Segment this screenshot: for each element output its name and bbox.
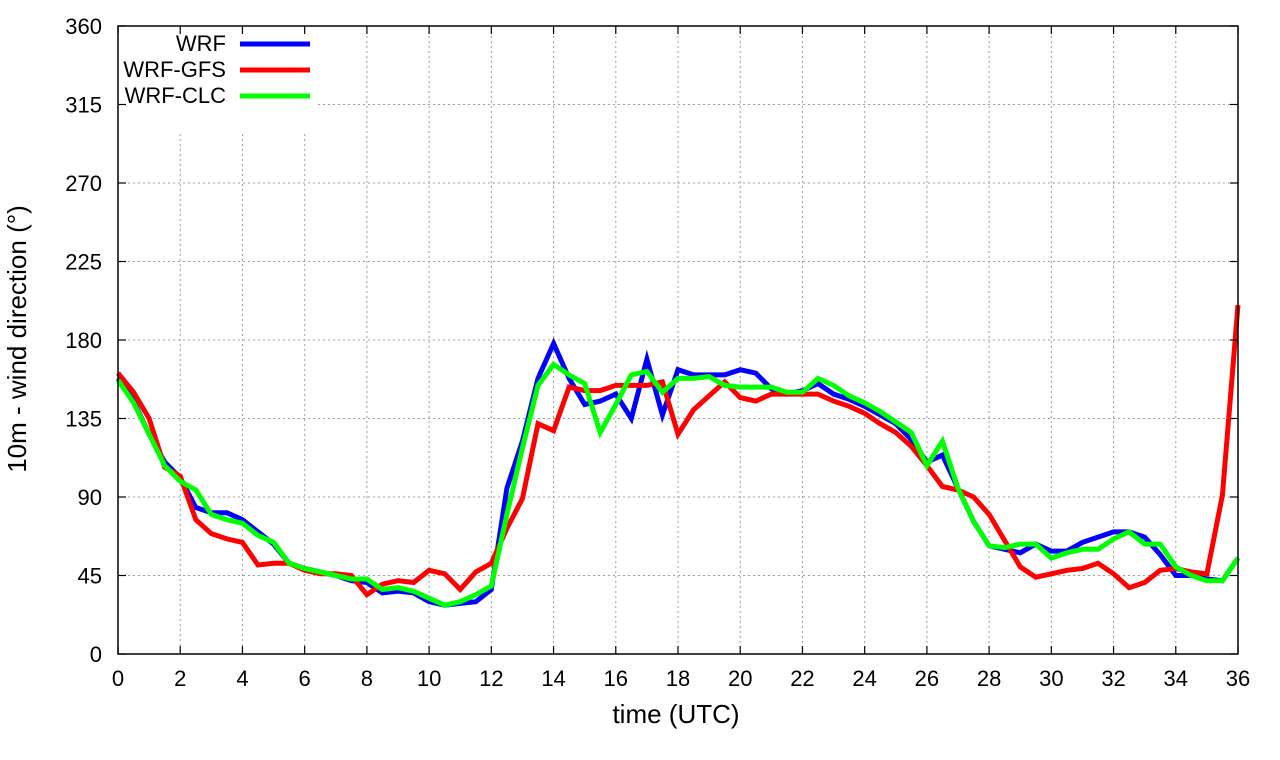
y-tick-label: 90 (78, 485, 102, 510)
x-axis-title: time (UTC) (612, 699, 739, 729)
x-tick-label: 28 (977, 666, 1001, 691)
legend-label: WRF (176, 31, 226, 56)
axis-ticks: 0 2 4 6 8 10 12 14 16 18 20 22 24 26 28 30 32 34 360459013… (65, 14, 1250, 691)
y-tick-label: 45 (78, 564, 102, 589)
y-tick-label: 360 (65, 14, 102, 39)
y-tick-label: 270 (65, 171, 102, 196)
y-tick-label: 315 (65, 93, 102, 118)
x-tick-label: 22 (790, 666, 814, 691)
legend-label: WRF-CLC (125, 83, 227, 108)
x-tick-label: 16 (604, 666, 628, 691)
y-tick-label: 135 (65, 407, 102, 432)
x-tick-label: 36 (1226, 666, 1250, 691)
x-tick-label: 12 (479, 666, 503, 691)
x-tick-label: 26 (915, 666, 939, 691)
y-tick-label: 0 (90, 642, 102, 667)
x-tick-label: 18 (666, 666, 690, 691)
x-tick-label: 4 (236, 666, 248, 691)
y-tick-label: 225 (65, 250, 102, 275)
y-tick-label: 180 (65, 328, 102, 353)
x-tick-label: 14 (541, 666, 565, 691)
x-tick-label: 30 (1039, 666, 1063, 691)
x-tick-label: 6 (299, 666, 311, 691)
x-tick-label: 0 (112, 666, 124, 691)
x-tick-label: 34 (1164, 666, 1188, 691)
x-tick-label: 8 (361, 666, 373, 691)
x-tick-label: 20 (728, 666, 752, 691)
series-line-wrf-clc (115, 360, 1241, 608)
x-tick-label: 10 (417, 666, 441, 691)
x-tick-label: 24 (852, 666, 876, 691)
series-lines (115, 304, 1241, 608)
x-tick-label: 2 (174, 666, 186, 691)
x-tick-label: 32 (1101, 666, 1125, 691)
legend-label: WRF-GFS (123, 57, 226, 82)
grid (118, 26, 1238, 654)
y-axis-title: 10m - wind direction (°) (2, 205, 32, 473)
